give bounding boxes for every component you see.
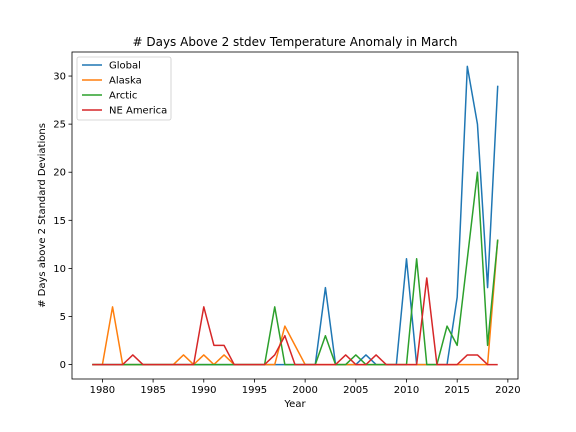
y-tick-label: 5 [60, 312, 66, 323]
plot-area-frame [71, 51, 519, 380]
legend-label: Alaska [109, 76, 142, 87]
x-tick-label: 1995 [242, 385, 267, 396]
legend-label: Arctic [109, 91, 137, 102]
y-axis: 0 5 10 15 20 25 30 [53, 72, 72, 371]
x-tick-label: 2015 [444, 385, 469, 396]
legend-label: Global [109, 61, 141, 72]
legend: Global Alaska Arctic NE America [76, 56, 172, 121]
x-tick-label: 2020 [495, 385, 520, 396]
y-tick-label: 10 [53, 264, 66, 275]
chart-title: # Days Above 2 stdev Temperature Anomaly… [132, 35, 457, 49]
x-tick-label: 1990 [191, 385, 216, 396]
x-tick-label: 1980 [90, 385, 115, 396]
y-tick-label: 20 [53, 168, 66, 179]
series-line-ne-america [92, 277, 498, 366]
x-axis: 1980 1985 1990 1995 2000 2005 2010 2015 2020 [90, 379, 521, 396]
series-line-alaska [92, 239, 499, 366]
x-axis-title: Year [283, 399, 306, 410]
legend-label: NE America [109, 106, 167, 117]
y-tick-label: 15 [53, 216, 66, 227]
series-line-arctic [92, 171, 499, 366]
y-tick-label: 30 [53, 72, 66, 83]
x-tick-label: 2000 [292, 385, 317, 396]
legend-frame [76, 56, 172, 121]
series-layer [92, 65, 499, 366]
y-tick-label: 0 [60, 360, 66, 371]
y-tick-label: 25 [53, 120, 66, 131]
x-tick-label: 1985 [140, 385, 165, 396]
y-axis-title: # Days above 2 Standard Deviations [37, 123, 48, 308]
x-tick-label: 2010 [394, 385, 419, 396]
x-tick-label: 2005 [343, 385, 368, 396]
